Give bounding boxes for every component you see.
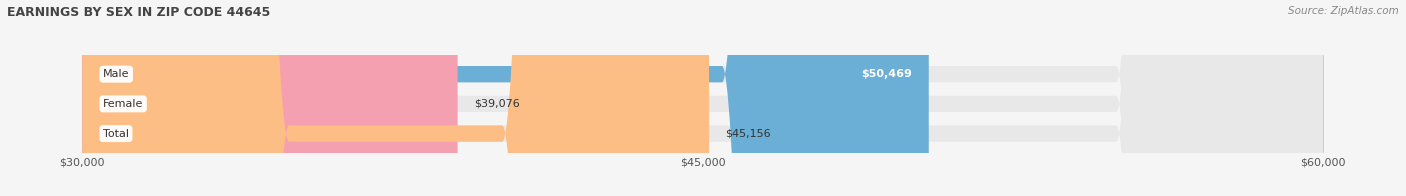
- FancyBboxPatch shape: [83, 0, 457, 196]
- FancyBboxPatch shape: [83, 0, 1323, 196]
- Text: EARNINGS BY SEX IN ZIP CODE 44645: EARNINGS BY SEX IN ZIP CODE 44645: [7, 6, 270, 19]
- Text: Male: Male: [103, 69, 129, 79]
- FancyBboxPatch shape: [83, 0, 709, 196]
- Text: $50,469: $50,469: [862, 69, 912, 79]
- Text: Total: Total: [103, 129, 129, 139]
- FancyBboxPatch shape: [83, 0, 1323, 196]
- Text: Source: ZipAtlas.com: Source: ZipAtlas.com: [1288, 6, 1399, 16]
- Text: $39,076: $39,076: [474, 99, 520, 109]
- FancyBboxPatch shape: [83, 0, 1323, 196]
- Text: $45,156: $45,156: [725, 129, 772, 139]
- Text: Female: Female: [103, 99, 143, 109]
- FancyBboxPatch shape: [83, 0, 929, 196]
